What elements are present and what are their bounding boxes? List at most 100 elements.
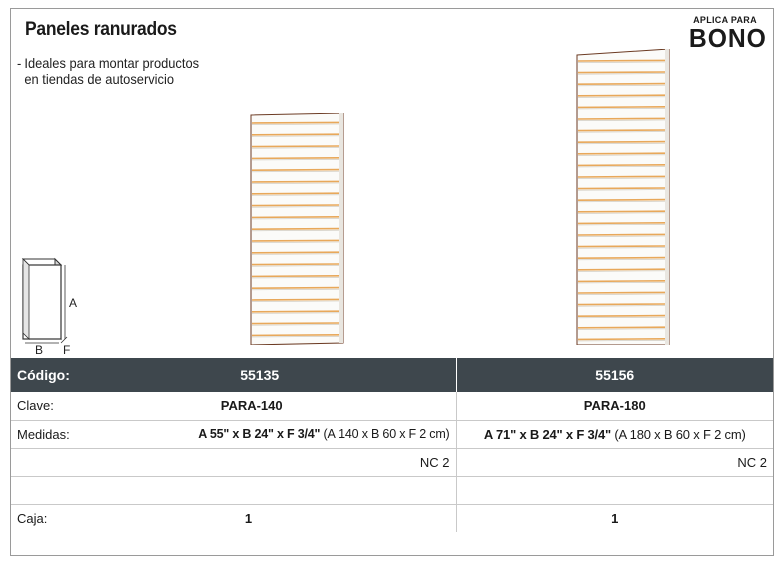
panel-slot-shadow — [251, 182, 340, 184]
page-title: Paneles ranurados — [25, 19, 177, 40]
panel-slot-shadow — [577, 212, 666, 214]
panel-slot — [577, 314, 666, 317]
panel-slot — [251, 286, 340, 289]
code-label: Código: — [17, 367, 70, 383]
panel-slot-shadow — [251, 194, 340, 196]
panel-slot — [577, 280, 666, 283]
panel-slot-shadow — [251, 206, 340, 208]
panel-slot — [251, 298, 340, 301]
panel-slot-shadow — [577, 96, 666, 98]
panel-slot — [251, 334, 340, 337]
medidas-para-180-in: A 71" x B 24" x F 3/4" — [483, 426, 611, 442]
panel-slot-shadow — [251, 241, 340, 243]
nc-row: NC 2 NC 2 — [11, 448, 773, 477]
panel-slot — [577, 82, 666, 85]
description-line-2: en tiendas de autoservicio — [24, 71, 175, 87]
panel-slot — [577, 303, 666, 306]
panel-slot-shadow — [577, 247, 666, 249]
panel-slot-shadow — [577, 166, 666, 168]
medidas-para-180: A 71" x B 24" x F 3/4" (A 180 x B 60 x F… — [456, 420, 773, 449]
panel-slot — [251, 157, 340, 160]
panel-slot-shadow — [577, 84, 666, 87]
panel-slot — [251, 216, 340, 219]
panel-slot — [251, 275, 340, 278]
panel-slot — [577, 140, 666, 143]
panel-slots — [251, 121, 340, 338]
dim-label-f: F — [63, 343, 70, 355]
panel-slot — [577, 268, 666, 271]
panel-slot — [577, 164, 666, 167]
panel-slot-shadow — [577, 200, 666, 203]
panel-slot-shadow — [577, 340, 666, 342]
panel-slot — [577, 233, 666, 236]
panel-slot-shadow — [577, 282, 666, 284]
panel-slot — [577, 175, 666, 178]
panel-slot — [251, 310, 340, 313]
badge-big-text: BONO — [688, 23, 767, 53]
medidas-para-140-cm: (A 140 x B 60 x F 2 cm) — [320, 427, 450, 441]
panel-slot-shadow — [577, 154, 666, 156]
panel-slot-shadow — [577, 305, 666, 307]
panel-slot-shadow — [251, 147, 340, 149]
panel-slot — [251, 121, 340, 124]
panel-slot — [251, 168, 340, 171]
panel-slot-shadow — [577, 119, 666, 121]
panel-slot — [251, 180, 340, 183]
panel-slot — [251, 263, 340, 266]
slatwall-panel-para-140 — [250, 113, 344, 345]
panel-slot — [577, 222, 666, 225]
panel-slot-shadow — [251, 253, 340, 255]
panel-slot-shadow — [251, 288, 340, 291]
panel-slot-shadow — [251, 229, 340, 232]
caja-para-180: 1 — [611, 510, 619, 526]
panel-slot — [251, 251, 340, 254]
panel-slot-shadow — [251, 312, 340, 314]
panel-slot — [577, 338, 666, 341]
caja-row: Caja: 1 1 — [11, 504, 773, 532]
panel-slot-shadow — [577, 73, 666, 75]
panel-slot — [577, 117, 666, 120]
panel-slot — [577, 71, 666, 74]
medidas-para-180-cm: (A 180 x B 60 x F 2 cm) — [610, 426, 746, 442]
panel-slot — [251, 227, 340, 230]
panel-slot-shadow — [251, 265, 340, 267]
panel-slot-shadow — [251, 159, 340, 161]
clave-row: Clave: PARA-140 PARA-180 — [11, 392, 773, 421]
clave-para-180: PARA-180 — [456, 392, 773, 421]
panel-slot — [577, 187, 666, 190]
empty-row — [11, 476, 773, 505]
dimensions-icon: A B F — [21, 257, 77, 355]
product-description: - Ideales para montar productos en tienda… — [17, 55, 199, 87]
panel-slot-shadow — [577, 316, 666, 319]
panel-slot-shadow — [251, 324, 340, 326]
panel-slot-shadow — [577, 328, 666, 330]
panel-slot — [577, 152, 666, 155]
panel-slot-shadow — [251, 170, 340, 173]
caja-label: Caja: — [17, 510, 48, 526]
panel-slot — [577, 129, 666, 132]
dim-label-b: B — [35, 343, 43, 355]
panel-slot — [251, 322, 340, 325]
panel-slot — [251, 133, 340, 136]
bono-badge: APLICA PARA BONO — [687, 15, 767, 53]
panel-slot-shadow — [251, 300, 340, 302]
panel-slot-shadow — [577, 108, 666, 110]
panel-slot-shadow — [577, 258, 666, 261]
description-line-1: Ideales para montar productos — [24, 55, 200, 71]
medidas-para-140: A 55" x B 24" x F 3/4" (A 140 x B 60 x F… — [70, 427, 450, 441]
nc-para-140: NC 2 — [11, 448, 457, 477]
panel-slot-shadow — [577, 235, 666, 237]
panel-slot — [577, 94, 666, 97]
panel-slot-shadow — [577, 131, 666, 133]
panel-slot — [251, 145, 340, 148]
code-55135: 55135 — [240, 367, 280, 383]
medidas-label: Medidas: — [17, 426, 70, 442]
panel-slot-shadow — [251, 277, 340, 279]
specs-table: Código: 55135 55156 Clave: PARA-140 PARA… — [11, 358, 773, 532]
panel-slot — [577, 198, 666, 201]
panel-slot-shadow — [251, 123, 340, 125]
medidas-row: Medidas: A 55" x B 24" x F 3/4" (A 140 x… — [11, 420, 773, 449]
medidas-para-140-in: A 55" x B 24" x F 3/4" — [198, 427, 321, 441]
clave-label: Clave: — [17, 398, 54, 414]
panel-slot — [251, 204, 340, 207]
